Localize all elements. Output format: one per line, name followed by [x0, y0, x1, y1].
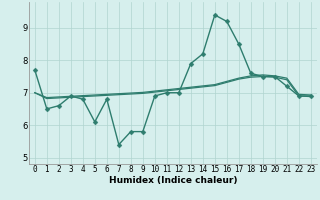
- X-axis label: Humidex (Indice chaleur): Humidex (Indice chaleur): [108, 176, 237, 185]
